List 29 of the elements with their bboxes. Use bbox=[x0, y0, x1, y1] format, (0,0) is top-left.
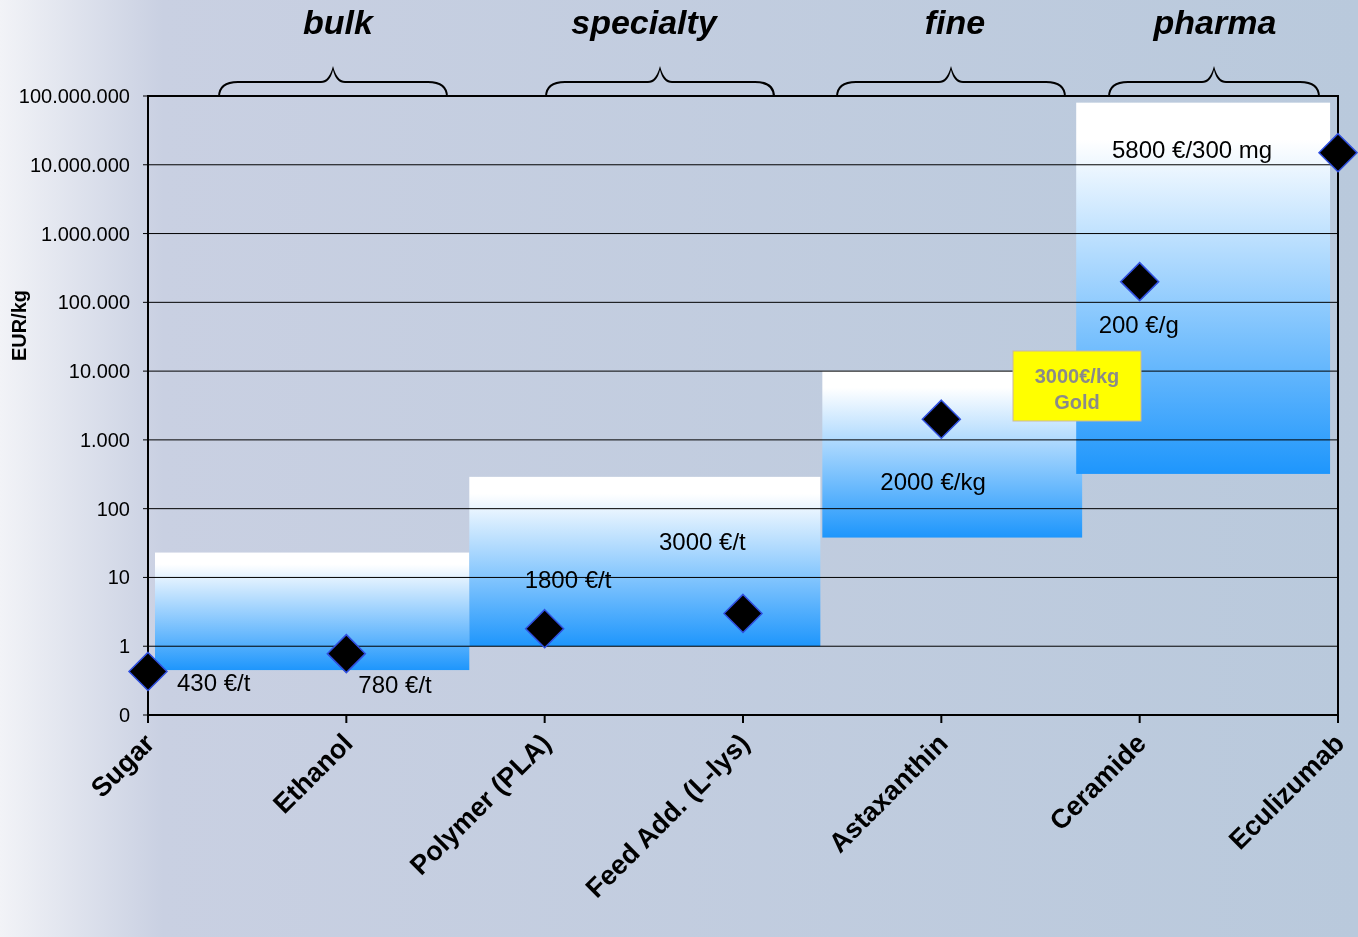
annotation: 2000 €/kg bbox=[880, 467, 986, 495]
annotation: 780 €/t bbox=[358, 671, 433, 699]
point bbox=[921, 399, 962, 439]
y-tick-label: 0 bbox=[118, 704, 130, 726]
text: specialty bbox=[571, 3, 719, 41]
point bbox=[524, 608, 565, 649]
y-tick-label: 100.000.000 bbox=[18, 85, 130, 107]
annotation: 5800 €/300 mg bbox=[1112, 136, 1273, 164]
y-tick-label: 10 bbox=[107, 566, 130, 589]
y-tick-label: 100.000 bbox=[57, 291, 130, 314]
y-tick-label: 10.000 bbox=[68, 360, 130, 383]
y-tick-label: 10.000.000 bbox=[29, 153, 130, 176]
annotation: 3000 €/t bbox=[659, 527, 747, 555]
point bbox=[1119, 261, 1160, 302]
annotation: 200 €/g bbox=[1098, 311, 1179, 339]
text: fine bbox=[924, 3, 986, 41]
text: bulk bbox=[303, 3, 376, 41]
y-tick-label: 1.000.000 bbox=[41, 222, 130, 245]
y-tick-label: 1 bbox=[118, 635, 130, 658]
y-tick-label: 100 bbox=[96, 497, 130, 520]
text: pharma bbox=[1152, 3, 1277, 41]
annotation: 3000€/kg Gold bbox=[1034, 365, 1120, 413]
point bbox=[723, 593, 763, 634]
y-axis-title: EUR/kg bbox=[8, 289, 30, 362]
annotation: 430 €/t bbox=[177, 668, 251, 696]
point bbox=[128, 651, 168, 692]
point bbox=[1318, 132, 1358, 173]
y-tick-label: 1.000 bbox=[79, 428, 130, 451]
point bbox=[326, 633, 367, 674]
